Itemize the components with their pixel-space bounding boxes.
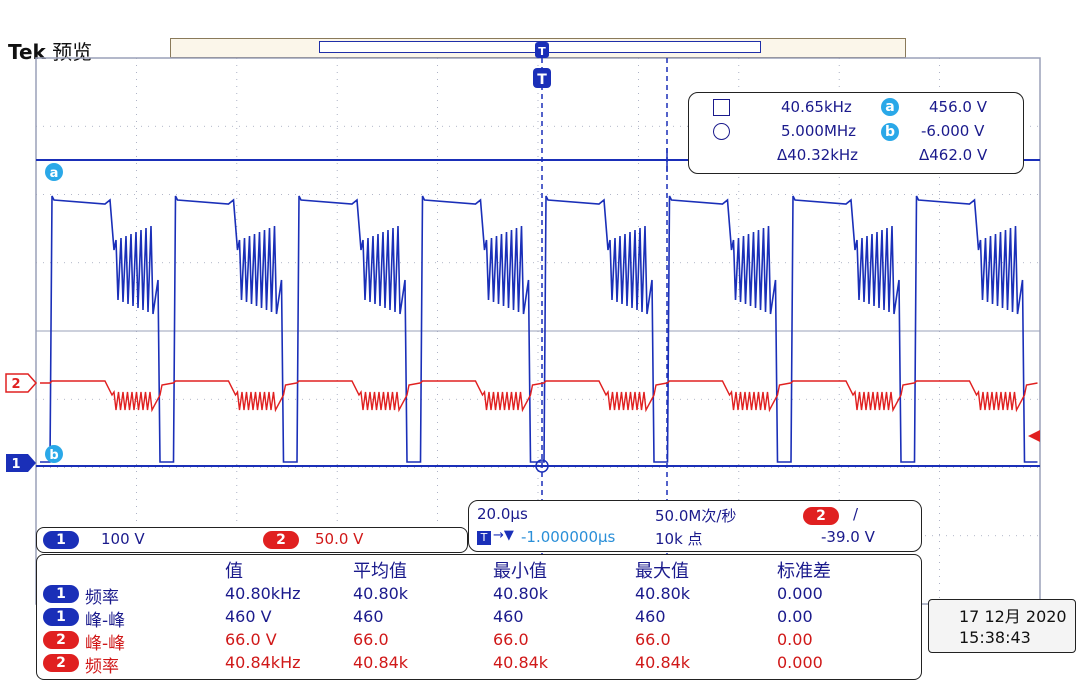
cursor-a-marker[interactable]: a <box>45 163 63 181</box>
ch1-scale-badge[interactable]: 1 <box>43 531 79 549</box>
measurement-name: 频率 <box>85 657 119 677</box>
measurement-header-row: 值 平均值 最小值 最大值 标准差 <box>37 557 921 582</box>
measurement-std: 0.00 <box>777 607 813 626</box>
cursor-b-value: -6.000 V <box>921 122 985 140</box>
trigger-marker[interactable]: T <box>533 68 551 88</box>
measurement-std: 0.000 <box>777 584 823 603</box>
cursor-b-marker[interactable]: b <box>45 445 63 463</box>
ch1-scale-value[interactable]: 100 V <box>101 530 145 548</box>
trigger-position-label: T <box>538 45 546 58</box>
header-min: 最小值 <box>493 561 547 582</box>
trigger-level-marker[interactable] <box>1028 430 1040 442</box>
measurement-mean: 460 <box>353 607 384 626</box>
time-per-division[interactable]: 20.0µs <box>477 505 528 523</box>
trigger-arrow-icon: →▼ <box>493 528 514 543</box>
horizontal-trigger-panel[interactable]: 20.0µs 50.0M次/秒 2 / T →▼ -1.000000µs 10k… <box>468 500 922 552</box>
trigger-point-marker <box>535 459 549 473</box>
date-label: 17 12月 2020 <box>959 607 1067 626</box>
trigger-position-marker: T <box>535 42 549 58</box>
cursor-b-badge: b <box>881 123 899 141</box>
measurement-name: 频率 <box>85 588 119 608</box>
measurement-min: 66.0 <box>493 630 529 649</box>
sample-rate: 50.0M次/秒 <box>655 507 737 525</box>
trigger-slope-icon[interactable]: / <box>853 505 859 523</box>
measurement-max: 40.84k <box>635 653 691 672</box>
ch2-ground-marker[interactable]: 2 <box>5 373 38 393</box>
measurement-mean: 40.80k <box>353 584 409 603</box>
measurement-std: 0.00 <box>777 630 813 649</box>
measurement-table: 值 平均值 最小值 最大值 标准差 1 频率 40.80kHz 40.80k 40.80… <box>36 554 922 680</box>
measurement-min: 40.80k <box>493 584 549 603</box>
measurement-row: 2 频率 40.84kHz 40.84k 40.84k 40.84k 0.000 <box>37 652 921 677</box>
measurement-name: 峰-峰 <box>85 611 126 631</box>
cursor-b-label: b <box>49 448 58 463</box>
cursor-a-label: a <box>50 166 59 181</box>
delta-voltage-value: Δ462.0 V <box>919 146 988 164</box>
measurement-row: 2 峰-峰 66.0 V 66.0 66.0 66.0 0.00 <box>37 629 921 654</box>
brand-label: Tek <box>8 40 46 64</box>
cursor-readout-panel: 40.65kHz 5.000MHz Δ40.32kHz a b 456.0 V … <box>688 92 1024 174</box>
measurement-mean: 66.0 <box>353 630 389 649</box>
delta-frequency-value: Δ40.32kHz <box>777 146 859 164</box>
square-cursor-icon <box>713 99 730 116</box>
time-label: 15:38:43 <box>959 628 1031 647</box>
ch2-scale-value[interactable]: 50.0 V <box>315 530 364 548</box>
ch1-marker-label: 1 <box>11 457 20 472</box>
cursor-a-badge: a <box>881 98 899 116</box>
measurement-min: 460 <box>493 607 524 626</box>
measurement-value: 66.0 V <box>225 630 277 649</box>
ch2-waveform <box>40 380 1038 413</box>
ch2-scale-badge[interactable]: 2 <box>263 531 299 549</box>
circle-cursor-value: 5.000MHz <box>781 122 857 140</box>
header-max: 最大值 <box>635 561 689 582</box>
trigger-position-icon: T <box>477 531 491 545</box>
horizontal-position[interactable]: -1.000000µs <box>521 528 616 546</box>
record-length: 10k 点 <box>655 530 703 548</box>
measurement-std: 0.000 <box>777 653 823 672</box>
trigger-level[interactable]: -39.0 V <box>821 528 875 546</box>
measurement-row: 1 频率 40.80kHz 40.80k 40.80k 40.80k 0.000 <box>37 583 921 608</box>
header-value: 值 <box>225 561 243 582</box>
measurement-max: 66.0 <box>635 630 671 649</box>
ch2-marker-label: 2 <box>11 377 20 392</box>
measurement-max: 40.80k <box>635 584 691 603</box>
channel-scale-panel[interactable]: 1 100 V 2 50.0 V <box>36 527 468 553</box>
date-time-panel: 17 12月 2020 15:38:43 <box>928 599 1076 653</box>
measurement-name: 峰-峰 <box>85 634 126 654</box>
circle-cursor-icon <box>713 123 730 140</box>
measurement-value: 40.84kHz <box>225 653 301 672</box>
measurement-value: 40.80kHz <box>225 584 301 603</box>
ch1-ground-marker[interactable]: 1 <box>6 454 36 472</box>
measurement-min: 40.84k <box>493 653 549 672</box>
measurement-channel-badge: 1 <box>43 585 79 603</box>
measurement-max: 460 <box>635 607 666 626</box>
measurement-value: 460 V <box>225 607 272 626</box>
header-mean: 平均值 <box>353 561 407 582</box>
trigger-marker-label: T <box>537 72 547 88</box>
trigger-source-badge[interactable]: 2 <box>803 507 839 525</box>
square-cursor-value: 40.65kHz <box>781 98 852 116</box>
cursor-a-value: 456.0 V <box>929 98 987 116</box>
measurement-channel-badge: 1 <box>43 608 79 626</box>
measurement-mean: 40.84k <box>353 653 409 672</box>
measurement-channel-badge: 2 <box>43 654 79 672</box>
header-std: 标准差 <box>777 561 831 582</box>
cursor-crosshair <box>655 148 680 172</box>
scope-title: Tek 预览 <box>8 36 92 65</box>
measurement-row: 1 峰-峰 460 V 460 460 460 0.00 <box>37 606 921 631</box>
ch1-waveform <box>40 195 1038 463</box>
measurement-channel-badge: 2 <box>43 631 79 649</box>
mode-label: 预览 <box>52 40 93 64</box>
